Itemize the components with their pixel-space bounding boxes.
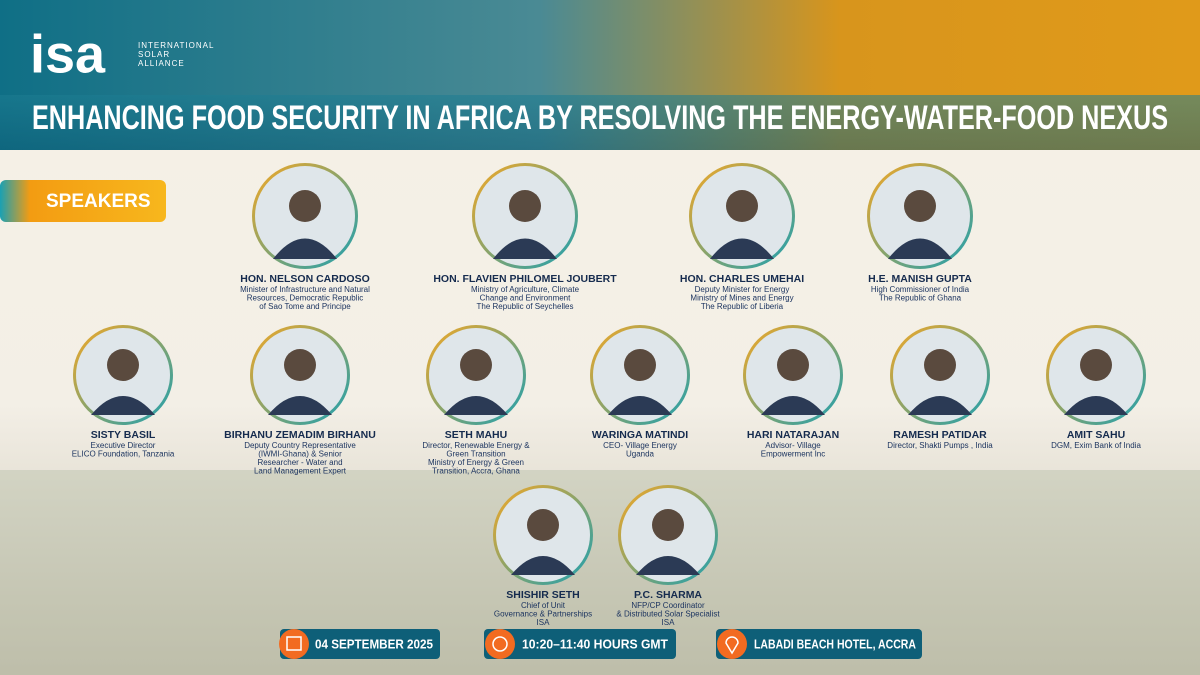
venue: LABADI BEACH HOTEL, ACCRA [754, 636, 916, 651]
speaker-role: Resources, Democratic Republic [247, 294, 364, 303]
pin-glyph [725, 636, 739, 655]
speaker-role: Change and Environment [480, 294, 572, 303]
photo-head [289, 190, 321, 222]
org-line: INTERNATIONAL [138, 41, 214, 50]
speaker-name: HON. FLAVIEN PHILOMEL JOUBERT [433, 273, 617, 285]
speaker-name: SISTY BASIL [91, 429, 156, 441]
speaker-role: Ministry of Agriculture, Climate [471, 285, 580, 294]
speaker-role: Director, Shakti Pumps , India [887, 441, 993, 450]
speaker-role: The Republic of Seychelles [477, 302, 574, 311]
speaker-role: High Commissioner of India [871, 285, 970, 294]
speaker-role: Researcher - Water and [257, 458, 342, 467]
photo-head [460, 349, 492, 381]
speaker-role: Transition, Accra, Ghana [432, 467, 520, 476]
photo-body [268, 396, 332, 415]
speaker-name: SETH MAHU [445, 429, 507, 441]
speaker-role: Green Transition [446, 450, 505, 459]
speaker-name: HON. CHARLES UMEHAI [680, 273, 804, 285]
photo-body [91, 396, 155, 415]
photo-body [636, 556, 700, 575]
section-label: SPEAKERS [46, 191, 151, 212]
speaker-role: Empowerment Inc [761, 450, 825, 459]
time-box [484, 629, 676, 659]
time: 10:20–11:40 HOURS GMT [522, 636, 668, 651]
speaker-role: (IWMI-Ghana) & Senior [258, 450, 342, 459]
date-box [280, 629, 440, 659]
photo-head [284, 349, 316, 381]
speaker-role: Ministry of Mines and Energy [690, 294, 793, 303]
photo-head [624, 349, 656, 381]
clock-glyph [492, 636, 508, 652]
photo-head [107, 349, 139, 381]
logo: isa [30, 24, 106, 84]
calendar-icon [279, 629, 309, 659]
speaker-role: DGM, Exim Bank of India [1051, 441, 1141, 450]
photo-head [924, 349, 956, 381]
photo-head [726, 190, 758, 222]
footer: 04 SEPTEMBER 2025 10:20–11:40 HOURS GMT … [279, 629, 922, 659]
speaker-role: Chief of Unit [521, 601, 566, 610]
speaker-role: Minister of Infrastructure and Natural [240, 285, 370, 294]
speaker-name: AMIT SAHU [1067, 429, 1125, 441]
speaker-name: RAMESH PATIDAR [893, 429, 987, 441]
org-line: SOLAR [138, 50, 170, 59]
title-band [0, 95, 1200, 150]
speaker-role: Executive Director [91, 441, 156, 450]
calendar-glyph [286, 636, 302, 651]
speaker-role: CEO- Village Energy [603, 441, 677, 450]
photo-body [493, 238, 557, 259]
speaker-role: ELICO Foundation, Tanzania [72, 450, 175, 459]
photo-head [509, 190, 541, 222]
photo-head [527, 509, 559, 541]
date: 04 SEPTEMBER 2025 [315, 636, 433, 651]
speaker-role: Deputy Country Representative [244, 441, 356, 450]
photo-body [710, 238, 774, 259]
speaker-role: Governance & Partnerships [494, 610, 592, 619]
speaker-name: SHISHIR SETH [506, 589, 580, 601]
photo-body [273, 238, 337, 259]
speaker-name: HON. NELSON CARDOSO [240, 273, 370, 285]
photo-body [444, 396, 508, 415]
photo-head [652, 509, 684, 541]
photo-head [904, 190, 936, 222]
speaker-name: WARINGA MATINDI [592, 429, 688, 441]
photo-body [761, 396, 825, 415]
speaker-role: of Sao Tome and Principe [259, 302, 351, 311]
photo-head [777, 349, 809, 381]
title: ENHANCING FOOD SECURITY IN AFRICA BY RES… [32, 99, 1168, 137]
photo-body [511, 556, 575, 575]
speaker-role: Advisor- Village [765, 441, 821, 450]
speaker-name: HARI NATARAJAN [747, 429, 839, 441]
venue-box [716, 629, 922, 659]
speaker-name: H.E. MANISH GUPTA [868, 273, 972, 285]
speaker-name: P.C. SHARMA [634, 589, 702, 601]
section-pill [0, 180, 166, 222]
speaker-role: Deputy Minister for Energy [695, 285, 790, 294]
speaker-role: The Republic of Liberia [701, 302, 784, 311]
speaker-role: Director, Renewable Energy & [422, 441, 530, 450]
photo-body [1064, 396, 1128, 415]
photo-head [1080, 349, 1112, 381]
speaker-name: BIRHANU ZEMADIM BIRHANU [224, 429, 376, 441]
photo-body [608, 396, 672, 415]
speaker-role: & Distributed Solar Specialist [616, 610, 720, 619]
org-line: ALLIANCE [138, 59, 185, 68]
clock-icon [485, 629, 515, 659]
photo-body [888, 238, 952, 259]
speaker-role: Uganda [626, 450, 655, 459]
photo-body [908, 396, 972, 415]
speaker-role: NFP/CP Coordinator [631, 601, 705, 610]
speaker-role: ISA [662, 618, 676, 627]
speaker-role: The Republic of Ghana [879, 294, 962, 303]
pin-icon [717, 629, 747, 659]
speaker-role: Ministry of Energy & Green [428, 458, 524, 467]
speaker-role: ISA [537, 618, 551, 627]
speaker-role: Land Management Expert [254, 467, 347, 476]
